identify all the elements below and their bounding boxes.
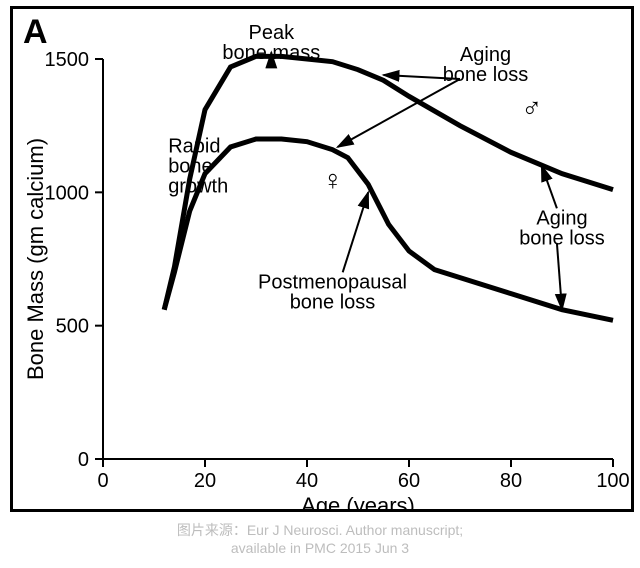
female-symbol-icon: ♀ [322,165,343,196]
figure-wrap: A 020406080100050010001500 Age (years)Bo… [0,0,640,568]
svg-text:1000: 1000 [45,182,90,204]
svg-text:40: 40 [296,470,318,492]
svg-text:500: 500 [56,316,89,338]
svg-text:20: 20 [194,470,216,492]
svg-text:100: 100 [596,470,629,492]
svg-text:80: 80 [500,470,522,492]
chart-panel: A 020406080100050010001500 Age (years)Bo… [10,6,634,512]
caption-line1: 图片来源：Eur J Neurosci. Author manuscript; [0,520,640,540]
svg-text:1500: 1500 [45,49,90,71]
svg-text:bone: bone [168,155,213,177]
svg-text:0: 0 [78,449,89,471]
svg-text:Rapid: Rapid [168,135,220,157]
svg-text:growth: growth [168,175,228,197]
caption-line2: available in PMC 2015 Jun 3 [0,540,640,556]
svg-text:Postmenopausal: Postmenopausal [258,271,407,293]
svg-text:0: 0 [97,470,108,492]
svg-text:Bone Mass (gm calcium): Bone Mass (gm calcium) [23,138,48,380]
svg-text:bone loss: bone loss [519,227,605,249]
svg-text:bone loss: bone loss [290,291,376,313]
svg-text:Age (years): Age (years) [301,493,415,509]
svg-text:Aging: Aging [460,44,511,66]
svg-text:bone loss: bone loss [443,64,529,86]
svg-text:Peak: Peak [249,22,296,44]
svg-text:60: 60 [398,470,420,492]
male-symbol-icon: ♂ [521,93,542,124]
chart-svg: 020406080100050010001500 Age (years)Bone… [13,9,631,509]
svg-text:Aging: Aging [536,207,587,229]
